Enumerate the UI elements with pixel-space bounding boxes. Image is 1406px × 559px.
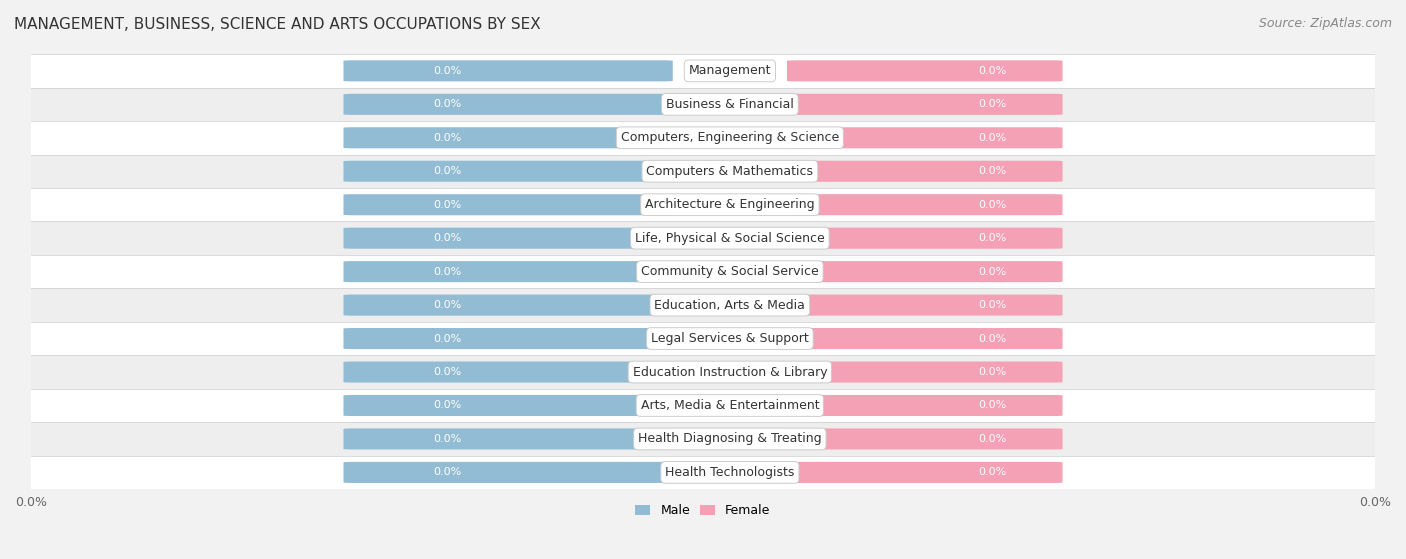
- FancyBboxPatch shape: [343, 60, 672, 82]
- Text: 0.0%: 0.0%: [433, 400, 461, 410]
- Bar: [31, 121, 1375, 154]
- Text: 0.0%: 0.0%: [977, 133, 1007, 143]
- FancyBboxPatch shape: [343, 462, 672, 483]
- Text: 0.0%: 0.0%: [977, 267, 1007, 277]
- FancyBboxPatch shape: [787, 295, 1063, 316]
- FancyBboxPatch shape: [787, 261, 1063, 282]
- Bar: [31, 54, 1375, 88]
- Text: Computers & Mathematics: Computers & Mathematics: [647, 165, 814, 178]
- FancyBboxPatch shape: [343, 428, 672, 449]
- Bar: [31, 422, 1375, 456]
- Text: Health Diagnosing & Treating: Health Diagnosing & Treating: [638, 433, 821, 446]
- Text: 0.0%: 0.0%: [433, 334, 461, 344]
- Bar: [31, 88, 1375, 121]
- Text: 0.0%: 0.0%: [977, 233, 1007, 243]
- Text: 0.0%: 0.0%: [433, 166, 461, 176]
- FancyBboxPatch shape: [787, 194, 1063, 215]
- Text: 0.0%: 0.0%: [433, 66, 461, 76]
- FancyBboxPatch shape: [343, 295, 672, 316]
- Bar: [31, 221, 1375, 255]
- Legend: Male, Female: Male, Female: [630, 499, 776, 522]
- FancyBboxPatch shape: [787, 428, 1063, 449]
- FancyBboxPatch shape: [343, 160, 672, 182]
- Text: Management: Management: [689, 64, 770, 77]
- Text: Life, Physical & Social Science: Life, Physical & Social Science: [636, 231, 825, 245]
- FancyBboxPatch shape: [787, 94, 1063, 115]
- FancyBboxPatch shape: [343, 362, 672, 382]
- FancyBboxPatch shape: [787, 362, 1063, 382]
- Text: Education, Arts & Media: Education, Arts & Media: [654, 299, 806, 311]
- Bar: [31, 456, 1375, 489]
- Text: 0.0%: 0.0%: [977, 166, 1007, 176]
- Text: 0.0%: 0.0%: [977, 200, 1007, 210]
- Text: Education Instruction & Library: Education Instruction & Library: [633, 366, 827, 378]
- Bar: [31, 322, 1375, 356]
- FancyBboxPatch shape: [343, 261, 672, 282]
- FancyBboxPatch shape: [787, 395, 1063, 416]
- Text: Legal Services & Support: Legal Services & Support: [651, 332, 808, 345]
- FancyBboxPatch shape: [787, 160, 1063, 182]
- Bar: [31, 389, 1375, 422]
- Text: 0.0%: 0.0%: [977, 434, 1007, 444]
- Bar: [31, 356, 1375, 389]
- Bar: [31, 188, 1375, 221]
- FancyBboxPatch shape: [787, 228, 1063, 249]
- FancyBboxPatch shape: [787, 462, 1063, 483]
- Text: 0.0%: 0.0%: [977, 100, 1007, 110]
- Bar: [31, 154, 1375, 188]
- Text: 0.0%: 0.0%: [433, 133, 461, 143]
- Text: Arts, Media & Entertainment: Arts, Media & Entertainment: [641, 399, 820, 412]
- Text: Health Technologists: Health Technologists: [665, 466, 794, 479]
- Text: Source: ZipAtlas.com: Source: ZipAtlas.com: [1258, 17, 1392, 30]
- Text: MANAGEMENT, BUSINESS, SCIENCE AND ARTS OCCUPATIONS BY SEX: MANAGEMENT, BUSINESS, SCIENCE AND ARTS O…: [14, 17, 541, 32]
- Text: 0.0%: 0.0%: [977, 467, 1007, 477]
- Text: 0.0%: 0.0%: [433, 233, 461, 243]
- Text: 0.0%: 0.0%: [433, 267, 461, 277]
- Text: 0.0%: 0.0%: [977, 66, 1007, 76]
- Text: Architecture & Engineering: Architecture & Engineering: [645, 198, 814, 211]
- Text: 0.0%: 0.0%: [433, 467, 461, 477]
- Text: 0.0%: 0.0%: [433, 367, 461, 377]
- Text: Business & Financial: Business & Financial: [666, 98, 794, 111]
- FancyBboxPatch shape: [343, 395, 672, 416]
- Text: Computers, Engineering & Science: Computers, Engineering & Science: [621, 131, 839, 144]
- Bar: [31, 255, 1375, 288]
- FancyBboxPatch shape: [343, 127, 672, 148]
- Text: Community & Social Service: Community & Social Service: [641, 265, 818, 278]
- Text: 0.0%: 0.0%: [433, 300, 461, 310]
- FancyBboxPatch shape: [343, 328, 672, 349]
- Text: 0.0%: 0.0%: [433, 434, 461, 444]
- Text: 0.0%: 0.0%: [977, 367, 1007, 377]
- Text: 0.0%: 0.0%: [977, 400, 1007, 410]
- Bar: [31, 288, 1375, 322]
- FancyBboxPatch shape: [787, 60, 1063, 82]
- FancyBboxPatch shape: [343, 228, 672, 249]
- FancyBboxPatch shape: [787, 328, 1063, 349]
- FancyBboxPatch shape: [787, 127, 1063, 148]
- Text: 0.0%: 0.0%: [433, 200, 461, 210]
- FancyBboxPatch shape: [343, 94, 672, 115]
- Text: 0.0%: 0.0%: [977, 334, 1007, 344]
- Text: 0.0%: 0.0%: [433, 100, 461, 110]
- Text: 0.0%: 0.0%: [977, 300, 1007, 310]
- FancyBboxPatch shape: [343, 194, 672, 215]
